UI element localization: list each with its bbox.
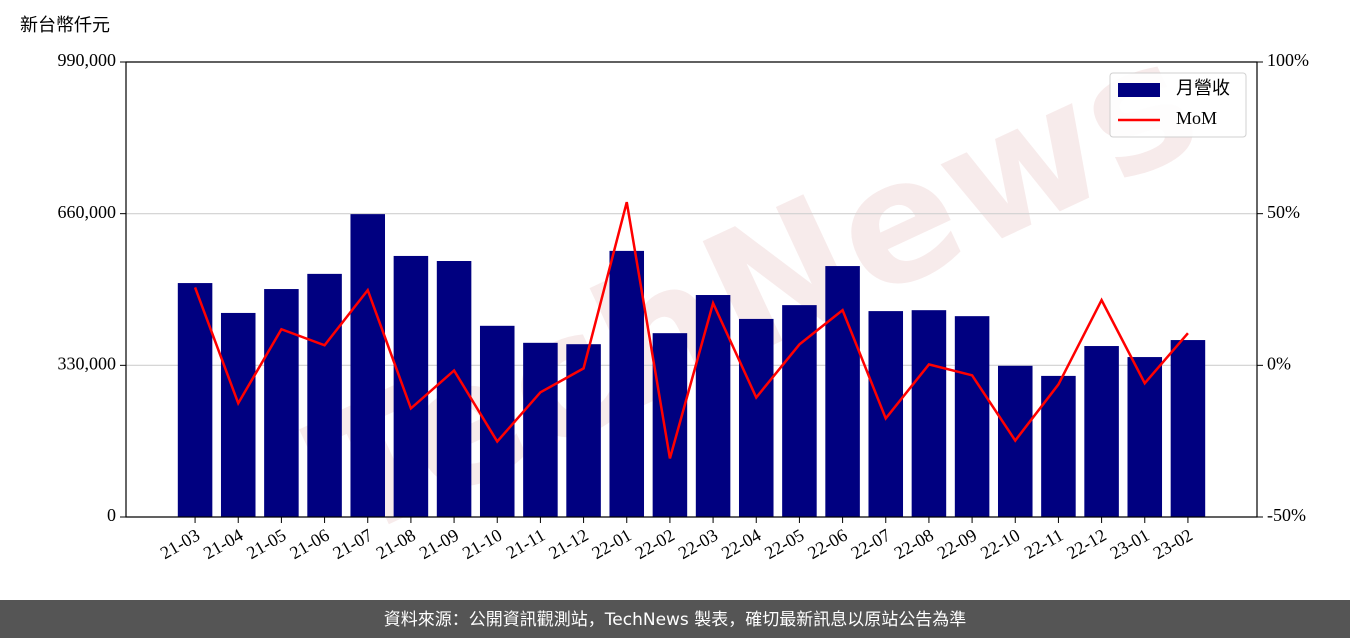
bar bbox=[1170, 340, 1206, 517]
y2-tick-label: 0% bbox=[1267, 353, 1291, 373]
bar bbox=[868, 311, 904, 517]
y-tick-label: 990,000 bbox=[58, 50, 117, 70]
x-tick-label: 21-11 bbox=[503, 525, 549, 563]
y-tick-label: 330,000 bbox=[58, 353, 117, 373]
bar bbox=[566, 344, 601, 517]
bar bbox=[177, 283, 213, 517]
x-tick-label: 21-04 bbox=[200, 525, 246, 563]
bar bbox=[954, 316, 990, 517]
bar bbox=[307, 273, 342, 517]
x-tick-label: 22-01 bbox=[588, 525, 634, 563]
y-tick-label: 660,000 bbox=[58, 202, 117, 222]
y-tick-label: 0 bbox=[107, 505, 116, 525]
x-tick-label: 23-02 bbox=[1150, 525, 1196, 563]
x-tick-label: 22-08 bbox=[891, 525, 937, 563]
x-tick-label: 22-06 bbox=[804, 525, 850, 563]
y2-tick-label: -50% bbox=[1267, 505, 1306, 525]
bar bbox=[825, 266, 860, 517]
unit-label: 新台幣仟元 bbox=[20, 15, 110, 35]
bar bbox=[609, 250, 645, 518]
source-note: 資料來源：公開資訊觀測站，TechNews 製表，確切最新訊息以原站公告為準 bbox=[384, 610, 966, 630]
bar bbox=[1041, 375, 1076, 517]
bar bbox=[738, 318, 774, 517]
bar bbox=[264, 289, 299, 517]
x-tick-label: 21-03 bbox=[157, 525, 203, 563]
bar bbox=[523, 342, 558, 517]
x-tick-label: 22-03 bbox=[675, 525, 721, 563]
plot-frame bbox=[125, 61, 1258, 518]
y2-tick-label: 100% bbox=[1267, 50, 1309, 70]
x-tick-label: 22-05 bbox=[761, 525, 807, 563]
bar bbox=[350, 214, 386, 517]
footer-bar bbox=[0, 600, 1350, 638]
bar bbox=[695, 295, 731, 517]
bar bbox=[220, 312, 256, 517]
legend-label: 月營收 bbox=[1176, 78, 1230, 98]
x-tick-label: 22-10 bbox=[977, 525, 1023, 563]
x-tick-label: 22-11 bbox=[1021, 525, 1067, 563]
bar bbox=[393, 255, 429, 517]
y2-tick-label: 50% bbox=[1267, 202, 1300, 222]
bar bbox=[1084, 346, 1119, 517]
x-tick-label: 22-09 bbox=[934, 525, 980, 563]
bar bbox=[911, 310, 947, 517]
x-tick-label: 22-02 bbox=[632, 525, 678, 563]
legend-label: MoM bbox=[1176, 108, 1217, 128]
x-tick-label: 22-04 bbox=[718, 525, 764, 563]
legend-swatch bbox=[1118, 83, 1160, 97]
x-tick-label: 21-05 bbox=[243, 525, 289, 563]
x-tick-label: 22-07 bbox=[847, 525, 893, 563]
x-tick-label: 23-01 bbox=[1106, 525, 1152, 563]
x-tick-label: 22-12 bbox=[1063, 525, 1109, 563]
x-tick-label: 21-12 bbox=[545, 525, 591, 563]
mom-line bbox=[193, 201, 1189, 459]
x-tick-label: 21-06 bbox=[286, 525, 332, 563]
bar bbox=[782, 305, 817, 517]
bar bbox=[652, 333, 688, 517]
